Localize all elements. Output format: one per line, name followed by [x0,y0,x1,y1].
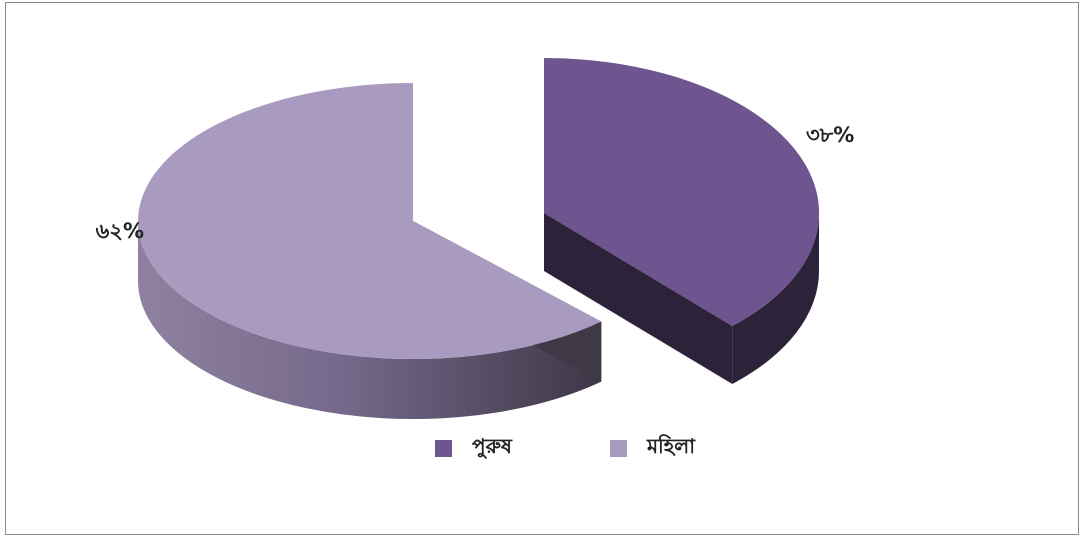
data-label-male: ৩৮% [806,123,854,147]
data-label-female: ৬২% [96,219,144,243]
slice-cut-face-end-male[interactable] [544,213,733,384]
slice-top-female[interactable] [138,83,602,359]
labels-layer: ৩৮% ৬২% [96,123,855,243]
legend-item-female[interactable]: মহিলা [609,432,695,465]
legend-label-male: পুরুষ [472,434,512,458]
slice-top-male[interactable] [544,57,820,326]
slice-side-female[interactable] [138,221,602,420]
legend-swatch-male [435,440,452,457]
legend: পুরুষ মহিলা [435,432,793,465]
legend-item-male[interactable]: পুরুষ [435,432,512,465]
legend-swatch-female [609,440,627,457]
slices-layer [138,57,820,420]
legend-label-female: মহিলা [646,434,695,458]
slice-side-male[interactable] [732,213,819,384]
